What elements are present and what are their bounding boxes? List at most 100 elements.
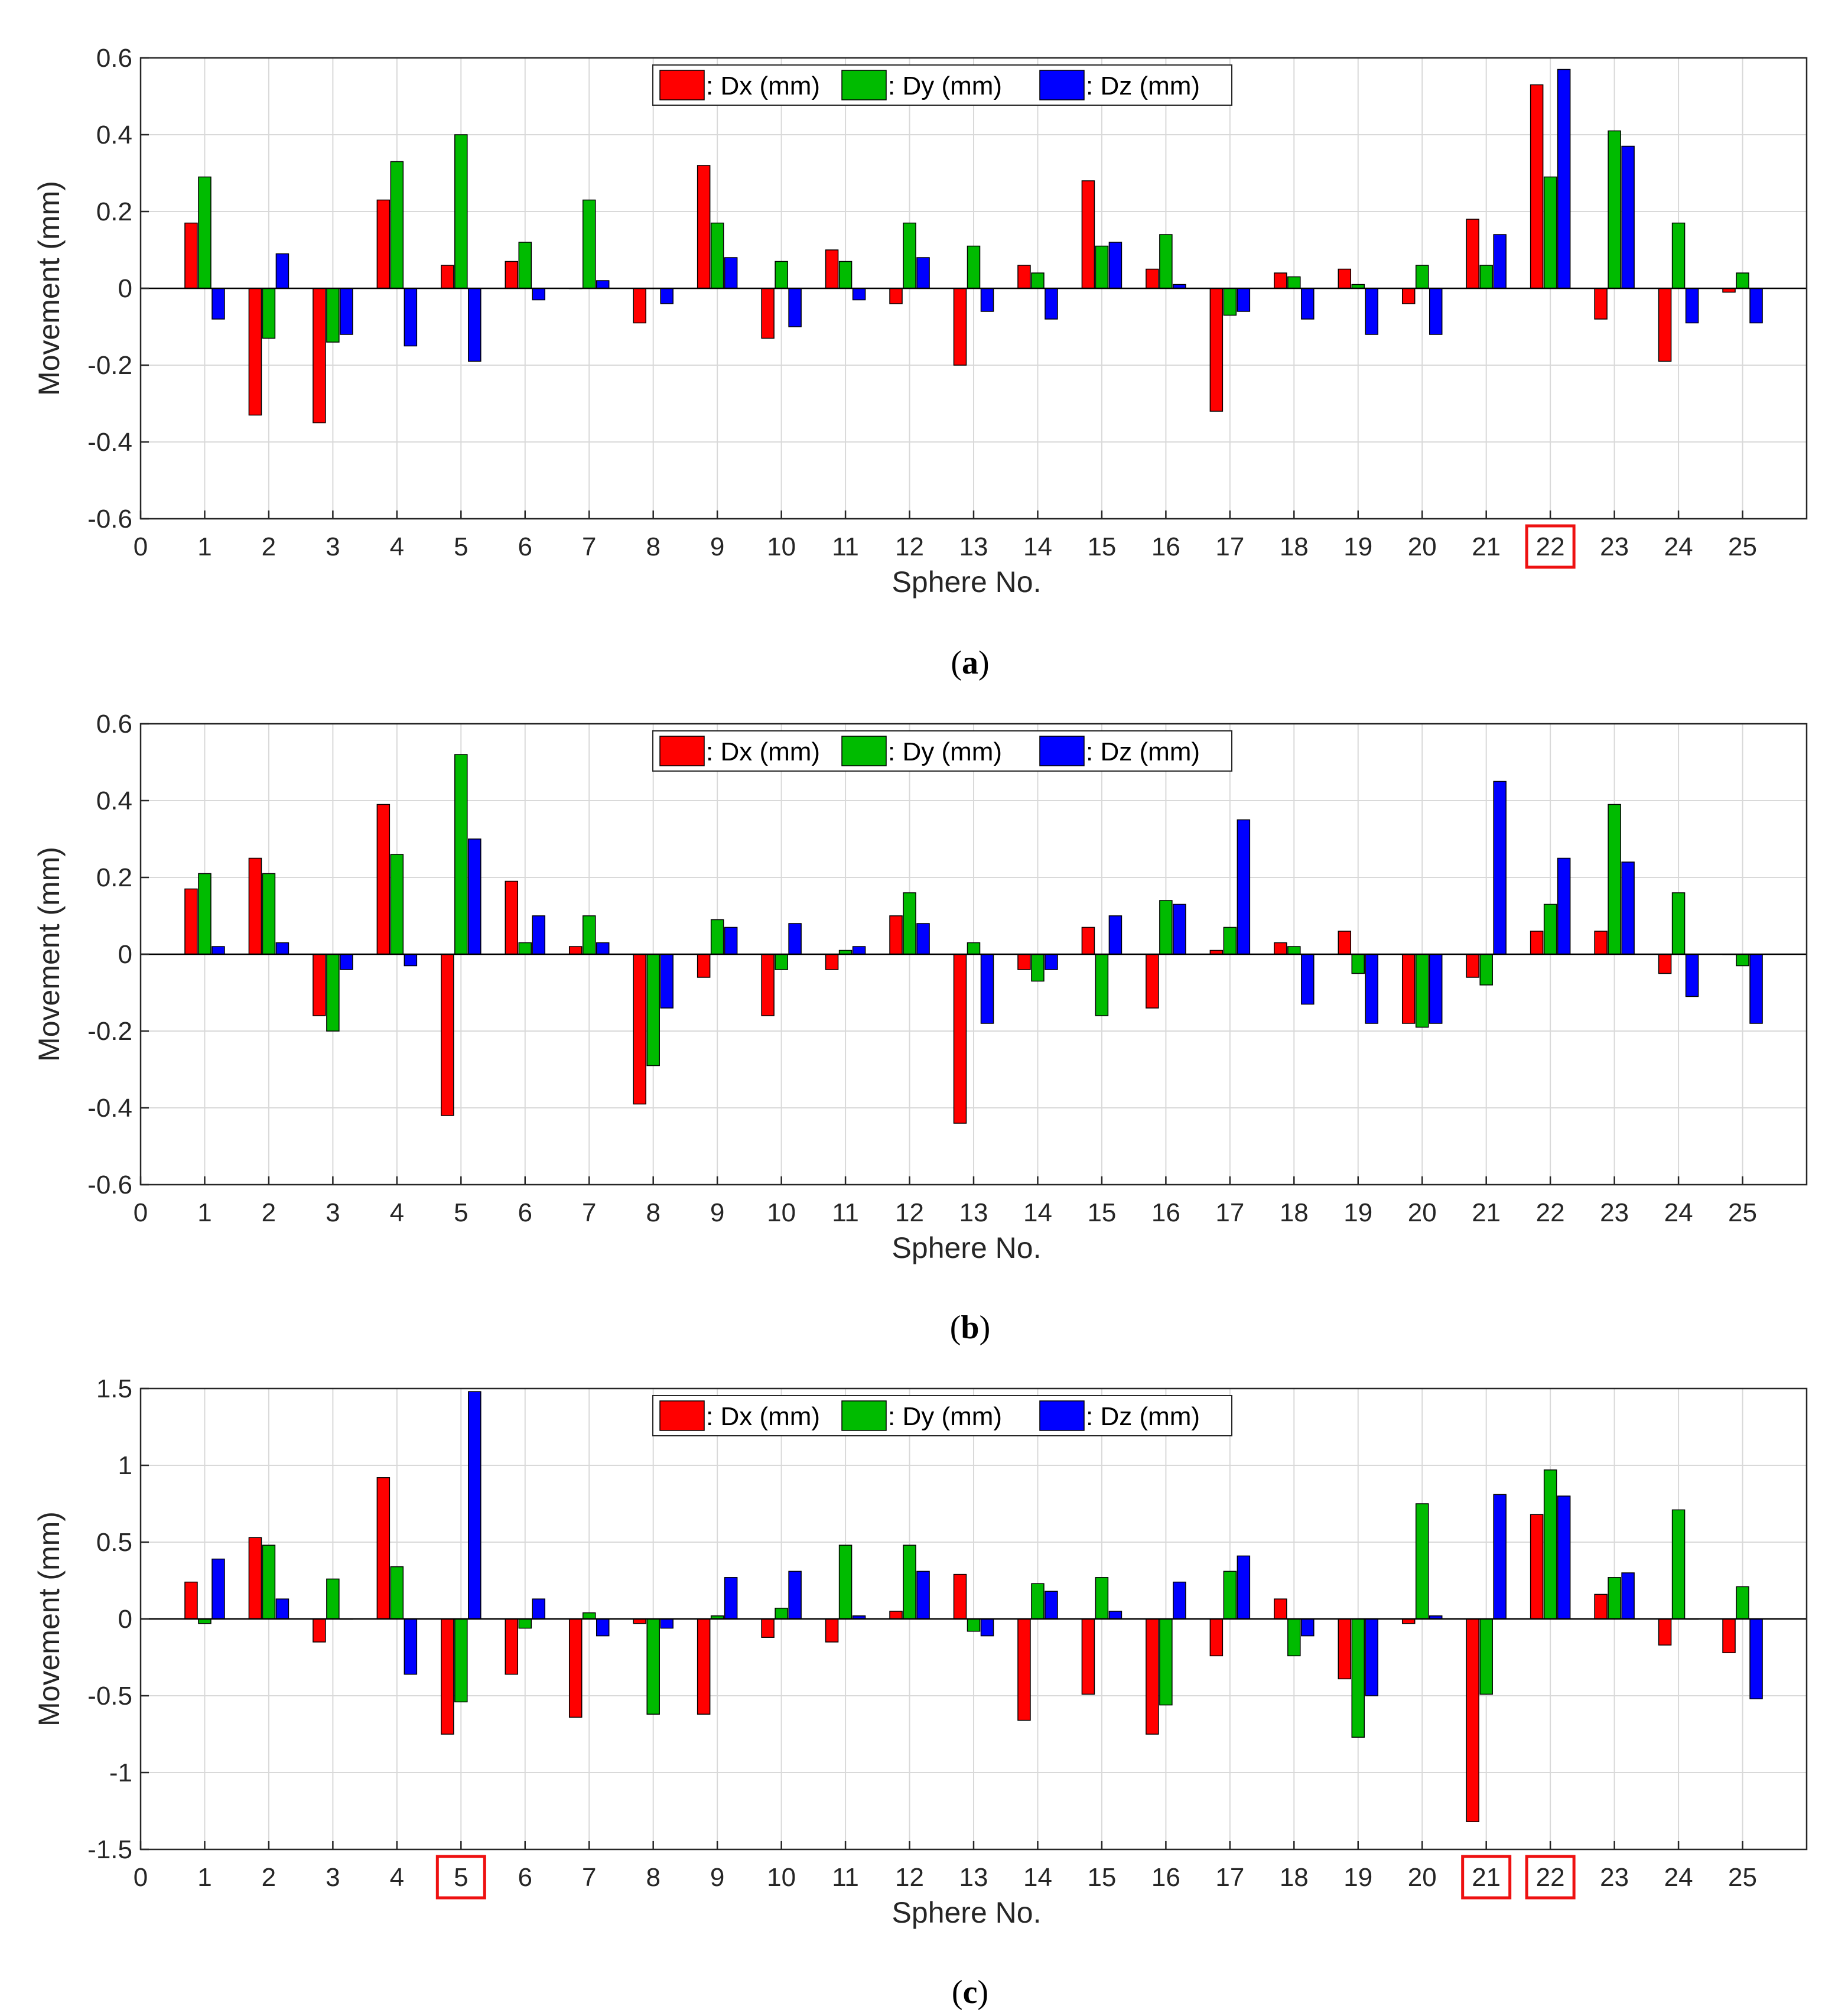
bar-dy-sphere-13 bbox=[967, 942, 981, 955]
y-tick-label: 0 bbox=[118, 1605, 132, 1634]
bar-dx-sphere-22 bbox=[1530, 931, 1544, 955]
x-tick-label: 5 bbox=[454, 1863, 468, 1892]
bar-dx-sphere-17 bbox=[1209, 288, 1224, 412]
bar-dz-sphere-19 bbox=[1365, 288, 1379, 335]
x-tick-label: 4 bbox=[390, 532, 404, 561]
x-tick-label: 7 bbox=[582, 1863, 596, 1892]
bar-dy-sphere-22 bbox=[1543, 1469, 1557, 1620]
panel-letter: c bbox=[963, 1974, 978, 2011]
x-tick-label: 1 bbox=[197, 1198, 212, 1227]
legend: : Dx (mm): Dy (mm): Dz (mm) bbox=[652, 64, 1232, 106]
y-tick-label: -0.6 bbox=[87, 1170, 132, 1199]
bar-dz-sphere-4 bbox=[404, 954, 418, 967]
bar-dy-sphere-2 bbox=[262, 873, 276, 955]
bar-dy-sphere-7 bbox=[582, 1612, 596, 1620]
x-tick-label: 21 bbox=[1472, 1863, 1501, 1892]
panel-letter: a bbox=[962, 645, 978, 681]
bar-dx-sphere-19 bbox=[1338, 1618, 1352, 1680]
y-tick-label: -0.6 bbox=[87, 505, 132, 534]
x-tick-label: 12 bbox=[895, 1198, 924, 1227]
bar-dz-sphere-16 bbox=[1173, 903, 1186, 955]
bar-dx-sphere-9 bbox=[697, 165, 711, 289]
legend-box bbox=[652, 1395, 1232, 1436]
bar-dy-sphere-24 bbox=[1671, 222, 1686, 289]
bar-dz-sphere-25 bbox=[1749, 954, 1763, 1024]
bar-dz-sphere-5 bbox=[468, 288, 481, 362]
legend-label-dz: : Dz (mm) bbox=[1086, 1402, 1200, 1431]
bar-dz-sphere-1 bbox=[212, 1558, 225, 1620]
bar-dx-sphere-2 bbox=[248, 288, 262, 416]
bar-dy-sphere-20 bbox=[1415, 954, 1429, 1028]
legend-label-dx: : Dx (mm) bbox=[706, 71, 820, 100]
bar-dy-sphere-5 bbox=[454, 1618, 468, 1703]
bar-dx-sphere-16 bbox=[1146, 268, 1159, 289]
bar-dx-sphere-19 bbox=[1338, 268, 1352, 289]
x-tick-label: 4 bbox=[390, 1198, 404, 1227]
y-tick-label: 0 bbox=[118, 940, 132, 969]
x-tick-label: 11 bbox=[832, 1863, 859, 1892]
bar-dz-sphere-1 bbox=[212, 946, 225, 955]
legend: : Dx (mm): Dy (mm): Dz (mm) bbox=[652, 1395, 1232, 1436]
legend-label-dy: : Dy (mm) bbox=[888, 71, 1002, 100]
x-tick-label: 8 bbox=[646, 1198, 660, 1227]
bar-dx-sphere-7 bbox=[568, 946, 583, 955]
x-tick-label: 5 bbox=[454, 1198, 468, 1227]
bar-dz-sphere-13 bbox=[980, 288, 994, 312]
y-tick-label: -0.4 bbox=[87, 428, 132, 457]
x-tick-label: 11 bbox=[832, 532, 859, 561]
bar-dz-sphere-7 bbox=[596, 280, 610, 289]
x-tick-label: 0 bbox=[134, 1863, 148, 1892]
bar-dx-sphere-4 bbox=[376, 804, 391, 955]
bar-dy-sphere-23 bbox=[1608, 804, 1621, 955]
bar-dx-sphere-6 bbox=[505, 1618, 519, 1675]
bar-dx-sphere-25 bbox=[1722, 1618, 1736, 1653]
bar-dy-sphere-16 bbox=[1159, 1618, 1173, 1706]
bar-dx-sphere-20 bbox=[1401, 288, 1416, 304]
bar-dx-sphere-23 bbox=[1594, 288, 1608, 320]
bar-dx-sphere-23 bbox=[1594, 1594, 1608, 1620]
y-tick-label: 0 bbox=[118, 274, 132, 303]
bar-dy-sphere-21 bbox=[1479, 265, 1493, 289]
bar-dy-sphere-11 bbox=[838, 261, 853, 289]
x-tick-label: 25 bbox=[1728, 1198, 1757, 1227]
highlight-box-sphere-5 bbox=[435, 1855, 486, 1900]
legend-label-dx: : Dx (mm) bbox=[706, 1402, 820, 1431]
bar-dz-sphere-14 bbox=[1045, 954, 1058, 970]
x-tick-label: 13 bbox=[959, 532, 988, 561]
x-tick-label: 25 bbox=[1728, 1863, 1757, 1892]
bar-dx-sphere-7 bbox=[568, 1618, 583, 1718]
x-tick-label: 22 bbox=[1536, 532, 1565, 561]
x-tick-label: 3 bbox=[326, 1198, 340, 1227]
legend-swatch-dz bbox=[1039, 70, 1085, 100]
bar-dy-sphere-25 bbox=[1736, 272, 1749, 289]
bar-dy-sphere-25 bbox=[1736, 954, 1749, 967]
bar-dz-sphere-11 bbox=[852, 288, 866, 301]
bar-dz-sphere-18 bbox=[1301, 1618, 1315, 1637]
bar-dz-sphere-18 bbox=[1301, 954, 1315, 1005]
y-tick-label: -0.2 bbox=[87, 1017, 132, 1046]
bar-dx-sphere-13 bbox=[953, 288, 967, 366]
bar-dz-sphere-15 bbox=[1108, 242, 1123, 289]
panel-caption: (b) bbox=[950, 1309, 990, 1346]
bar-dx-sphere-3 bbox=[313, 288, 326, 424]
bar-dy-sphere-21 bbox=[1479, 954, 1493, 986]
y-tick-label: 0.4 bbox=[96, 121, 132, 149]
x-tick-label: 6 bbox=[518, 1863, 532, 1892]
bar-dx-sphere-18 bbox=[1274, 272, 1287, 289]
bar-dy-sphere-1 bbox=[198, 873, 212, 955]
bar-dx-sphere-9 bbox=[697, 1618, 711, 1715]
legend-swatch-dx bbox=[659, 70, 705, 100]
bar-dz-sphere-19 bbox=[1365, 1618, 1379, 1696]
legend-swatch-dy bbox=[841, 736, 887, 766]
bar-dy-sphere-7 bbox=[582, 199, 596, 289]
bar-dz-sphere-18 bbox=[1301, 288, 1315, 320]
bar-dx-sphere-20 bbox=[1401, 954, 1416, 1024]
x-tick-label: 10 bbox=[767, 1198, 796, 1227]
bar-dx-sphere-6 bbox=[505, 261, 519, 289]
x-tick-label: 24 bbox=[1664, 1198, 1693, 1227]
bar-dx-sphere-24 bbox=[1658, 288, 1672, 362]
bar-dx-sphere-22 bbox=[1530, 84, 1544, 289]
bar-dy-sphere-13 bbox=[967, 1618, 981, 1632]
bar-dy-sphere-12 bbox=[903, 222, 916, 289]
